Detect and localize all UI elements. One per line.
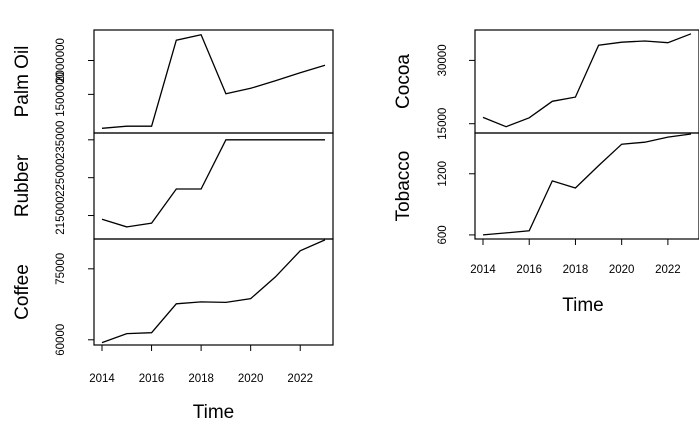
- series-line-tobacco: [482, 133, 692, 236]
- ytick-label-rubber: 235000: [55, 121, 67, 159]
- panel-cocoa: 15000 30000 Cocoa: [393, 29, 699, 140]
- xtick-label: 2022: [655, 264, 681, 276]
- xtick-label: 2018: [563, 264, 589, 276]
- xtick-label: 2016: [516, 264, 542, 276]
- xtick-label: 2020: [609, 264, 635, 276]
- xtick-label: 2014: [470, 264, 496, 276]
- xtick-label: 2020: [238, 373, 264, 385]
- xtick-label: 2016: [139, 373, 165, 385]
- ytick-label-cocoa: 30000: [437, 44, 449, 76]
- ytick-label-palm-oil: 1500000: [55, 72, 67, 117]
- xtick-label: 2014: [89, 373, 115, 385]
- series-line-rubber: [101, 139, 325, 228]
- panel-coffee: 60000 75000 Coffee: [12, 238, 334, 356]
- xlabel: Time: [562, 295, 604, 316]
- panel-frame-coffee: [93, 238, 334, 346]
- series-line-palm-oil: [101, 33, 326, 129]
- ylabel-cocoa: Cocoa: [393, 54, 414, 109]
- series-line-cocoa: [482, 33, 692, 128]
- ytick-label-cocoa: 15000: [437, 108, 449, 140]
- xlabel: Time: [193, 402, 235, 423]
- ytick-label-coffee: 60000: [55, 324, 67, 356]
- ytick-label-rubber: 225000: [55, 158, 67, 196]
- ytick-label-coffee: 75000: [55, 253, 67, 285]
- ytick-label-tobacco: 600: [437, 225, 449, 244]
- xtick-label: 2018: [188, 373, 214, 385]
- panel-frame-palm-oil: [93, 29, 334, 134]
- panel-frame-tobacco: [474, 132, 699, 240]
- ylabel-rubber: Rubber: [12, 154, 33, 217]
- chart-2: 15000 30000 Cocoa 600 1200 Tobacco 2014 2016 201…: [393, 29, 699, 316]
- ytick-label-rubber: 215000: [55, 196, 67, 234]
- ytick-label-tobacco: 1200: [437, 161, 449, 187]
- ylabel-palm-oil: Palm Oil: [12, 46, 33, 118]
- panel-frame-rubber: [93, 132, 334, 240]
- series-line-coffee: [101, 239, 326, 344]
- panel-frame-cocoa: [474, 29, 699, 134]
- ylabel-coffee: Coffee: [12, 264, 33, 320]
- ylabel-tobacco: Tobacco: [393, 151, 414, 222]
- xtick-label: 2022: [287, 373, 313, 385]
- ytick-label-palm-oil: 2000000: [55, 38, 67, 83]
- panel-tobacco: 600 1200 Tobacco: [393, 132, 699, 245]
